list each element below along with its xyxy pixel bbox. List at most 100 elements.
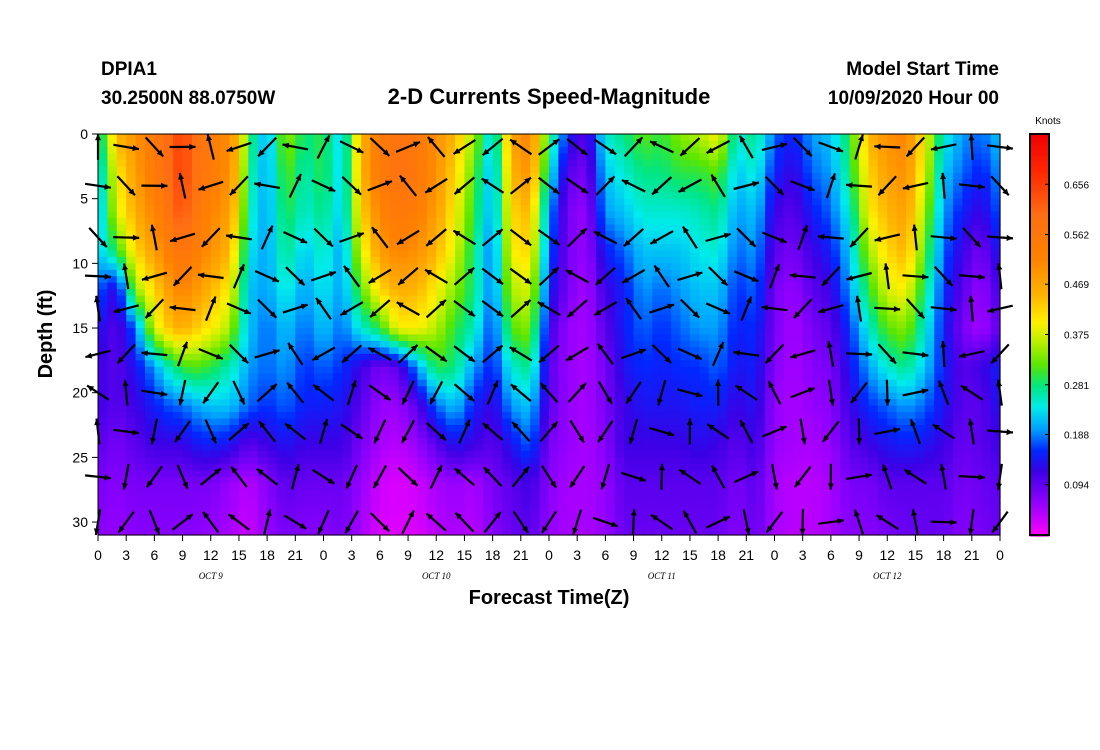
heatmap-cell bbox=[746, 418, 757, 426]
heatmap-cell bbox=[549, 315, 559, 323]
heatmap-cell bbox=[248, 360, 259, 368]
heatmap-cell bbox=[473, 224, 484, 232]
heatmap-cell bbox=[633, 366, 644, 374]
heatmap-cell bbox=[624, 437, 635, 446]
heatmap-cell bbox=[191, 289, 202, 297]
heatmap-cell bbox=[830, 166, 841, 174]
heatmap-cell bbox=[661, 412, 672, 420]
heatmap-cell bbox=[248, 366, 259, 374]
heatmap-cell bbox=[821, 231, 832, 239]
heatmap-cell bbox=[248, 379, 259, 387]
heatmap-cell bbox=[464, 289, 475, 297]
heatmap-cell bbox=[783, 334, 794, 342]
heatmap-cell bbox=[229, 457, 240, 465]
heatmap-cell bbox=[661, 159, 672, 167]
heatmap-cell bbox=[248, 425, 259, 433]
heatmap-cell bbox=[971, 444, 982, 452]
heatmap-cell bbox=[624, 360, 635, 368]
heatmap-cell bbox=[577, 392, 588, 400]
heatmap-cell bbox=[633, 243, 644, 252]
heatmap-cell bbox=[154, 392, 165, 400]
heatmap-cell bbox=[934, 347, 945, 355]
heatmap-cell bbox=[389, 334, 400, 342]
heatmap-cell bbox=[483, 205, 494, 213]
heatmap-cell bbox=[304, 179, 315, 187]
heatmap-cell bbox=[370, 360, 381, 368]
heatmap-cell bbox=[718, 263, 729, 271]
heatmap-cell bbox=[887, 418, 898, 426]
heatmap-cell bbox=[135, 302, 146, 310]
heatmap-cell bbox=[652, 334, 663, 342]
heatmap-cell bbox=[201, 450, 212, 458]
heatmap-cell bbox=[116, 295, 127, 303]
heatmap-cell bbox=[689, 134, 700, 142]
heatmap-cell bbox=[755, 347, 766, 355]
heatmap-cell bbox=[483, 295, 494, 303]
heatmap-cell bbox=[774, 282, 785, 290]
heatmap-cell bbox=[314, 405, 325, 413]
heatmap-cell bbox=[530, 295, 541, 303]
heatmap-cell bbox=[877, 425, 888, 433]
heatmap-cell bbox=[971, 340, 982, 349]
heatmap-cell bbox=[868, 386, 879, 394]
heatmap-cell bbox=[642, 269, 653, 277]
heatmap-cell bbox=[285, 263, 296, 271]
heatmap-cell bbox=[135, 198, 146, 206]
heatmap-cell bbox=[812, 166, 823, 174]
heatmap-cell bbox=[830, 295, 841, 303]
heatmap-cell bbox=[135, 185, 146, 193]
heatmap-cell bbox=[567, 146, 578, 155]
heatmap-cell bbox=[661, 250, 672, 258]
heatmap-cell bbox=[708, 412, 719, 420]
heatmap-cell bbox=[990, 457, 1001, 465]
heatmap-cell bbox=[830, 205, 841, 213]
heatmap-cell bbox=[511, 289, 522, 297]
heatmap-cell bbox=[473, 166, 484, 174]
heatmap-cell bbox=[173, 321, 184, 329]
heatmap-cell bbox=[126, 243, 137, 252]
heatmap-cell bbox=[502, 412, 513, 420]
heatmap-cell bbox=[520, 134, 531, 142]
heatmap-cell bbox=[614, 146, 625, 155]
heatmap-cell bbox=[135, 263, 146, 271]
heatmap-cell bbox=[868, 211, 879, 219]
heatmap-cell bbox=[210, 256, 221, 264]
heatmap-cell bbox=[727, 347, 738, 355]
heatmap-cell bbox=[614, 179, 625, 187]
heatmap-cell bbox=[445, 399, 456, 407]
heatmap-cell bbox=[802, 185, 813, 193]
heatmap-cell bbox=[962, 412, 973, 420]
heatmap-cell bbox=[746, 134, 757, 142]
heatmap-cell bbox=[455, 237, 466, 245]
heatmap-cell bbox=[389, 198, 400, 206]
heatmap-cell bbox=[154, 243, 165, 252]
heatmap-cell bbox=[332, 205, 343, 213]
heatmap-cell bbox=[144, 302, 155, 310]
heatmap-cell bbox=[276, 334, 287, 342]
heatmap-cell bbox=[351, 373, 362, 381]
heatmap-cell bbox=[595, 328, 606, 336]
heatmap-cell bbox=[229, 450, 240, 458]
heatmap-cell bbox=[379, 295, 390, 303]
heatmap-cell bbox=[962, 205, 973, 213]
heatmap-cell bbox=[182, 295, 193, 303]
heatmap-cell bbox=[126, 315, 137, 323]
heatmap-cell bbox=[295, 392, 306, 400]
heatmap-cell bbox=[746, 444, 757, 452]
heatmap-cell bbox=[924, 321, 935, 329]
heatmap-cell bbox=[990, 405, 1001, 413]
heatmap-cell bbox=[417, 153, 428, 161]
heatmap-cell bbox=[567, 431, 578, 439]
heatmap-cell bbox=[558, 392, 569, 400]
heatmap-cell bbox=[154, 289, 165, 297]
heatmap-cell bbox=[520, 185, 531, 193]
heatmap-cell bbox=[210, 366, 221, 374]
heatmap-cell bbox=[116, 437, 127, 446]
heatmap-cell bbox=[398, 295, 409, 303]
heatmap-cell bbox=[981, 256, 992, 264]
heatmap-cell bbox=[398, 373, 409, 381]
heatmap-cell bbox=[332, 450, 343, 458]
heatmap-cell bbox=[971, 360, 982, 368]
heatmap-cell bbox=[652, 179, 663, 187]
heatmap-cell bbox=[624, 205, 635, 213]
